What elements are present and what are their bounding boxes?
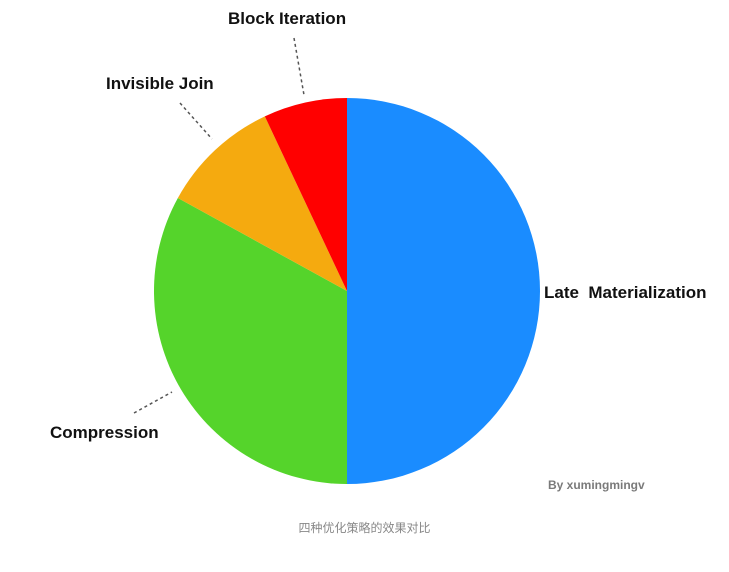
slice-label: Compression bbox=[50, 423, 159, 442]
leader-line bbox=[179, 102, 213, 140]
leader-lines bbox=[133, 37, 305, 414]
slice-label: Invisible Join bbox=[106, 74, 214, 93]
slice-label: Block Iteration bbox=[228, 9, 346, 28]
leader-line bbox=[133, 391, 173, 414]
slice-label: Late Materialization bbox=[544, 283, 706, 302]
pie-chart: Late Materialization Compression Invisible… bbox=[50, 9, 706, 492]
slice-labels: Late Materialization Compression Invisible… bbox=[50, 9, 706, 442]
pie-slice-invisible-join bbox=[177, 116, 347, 291]
figure-caption: 四种优化策略的效果对比 bbox=[298, 521, 431, 535]
pie-slice-late-materialization bbox=[347, 98, 540, 484]
pie-slice-compression bbox=[154, 198, 347, 484]
pie-slices bbox=[154, 98, 540, 484]
chart-credit: By xumingmingv bbox=[548, 478, 645, 492]
leader-line bbox=[293, 37, 305, 96]
pie-slice-block-iteration bbox=[264, 98, 347, 291]
